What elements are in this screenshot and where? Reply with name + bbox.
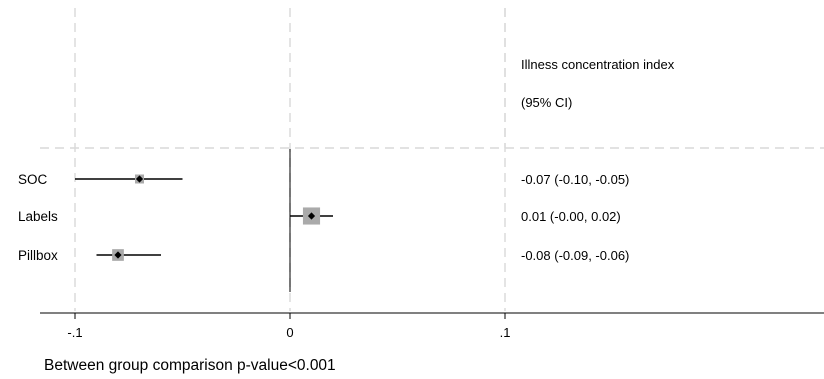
- point-estimate-marker: [114, 251, 122, 259]
- point-estimate-marker: [307, 212, 316, 220]
- x-tick-label: -.1: [67, 325, 82, 340]
- forest-row: Pillbox -0.08 (-0.09, -0.06): [18, 248, 629, 263]
- column-header-line-1: (95% CI): [521, 95, 572, 110]
- column-header: Illness concentration index (95% CI): [521, 57, 675, 110]
- x-axis: -.1 0 .1: [40, 312, 824, 340]
- row-label: SOC: [18, 172, 48, 187]
- ci-text: 0.01 (-0.00, 0.02): [521, 209, 621, 224]
- x-tick-label: .1: [500, 325, 511, 340]
- forest-row: Labels 0.01 (-0.00, 0.02): [18, 207, 621, 225]
- forest-row: SOC -0.07 (-0.10, -0.05): [18, 172, 629, 187]
- ci-text: -0.07 (-0.10, -0.05): [521, 172, 629, 187]
- footnote: Between group comparison p-value<0.001: [44, 357, 336, 374]
- row-label: Pillbox: [18, 248, 58, 263]
- column-header-line-0: Illness concentration index: [521, 57, 675, 72]
- row-label: Labels: [18, 209, 58, 224]
- rows: SOC -0.07 (-0.10, -0.05) Labels 0.01 (-0.00…: [18, 172, 629, 263]
- x-tick-label: 0: [286, 325, 293, 340]
- point-estimate-marker: [135, 175, 144, 183]
- ci-text: -0.08 (-0.09, -0.06): [521, 248, 629, 263]
